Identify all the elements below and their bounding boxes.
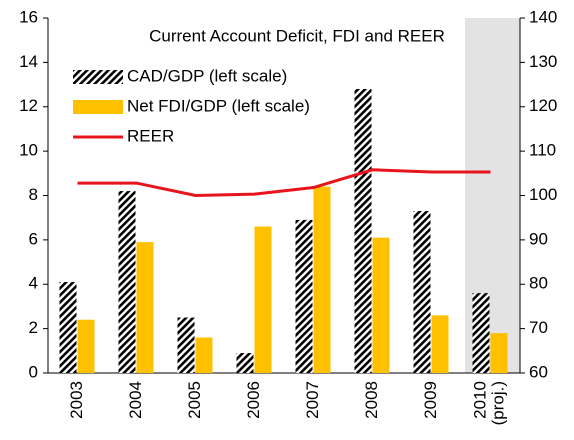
y2-tick-label: 70 <box>529 318 548 337</box>
chart-title: Current Account Deficit, FDI and REER <box>149 26 445 45</box>
bar <box>254 226 272 373</box>
bar <box>118 191 136 373</box>
y-tick-label: 0 <box>29 362 38 381</box>
x-tick-label: 2007 <box>303 381 322 419</box>
y-tick-label: 14 <box>19 52 38 71</box>
y-tick-label: 8 <box>29 185 38 204</box>
bar <box>195 337 213 373</box>
y-tick-label: 2 <box>29 318 38 337</box>
legend-label: Net FDI/GDP (left scale) <box>127 96 310 115</box>
y2-tick-label: 120 <box>529 96 557 115</box>
x-tick-label: 2009 <box>421 381 440 419</box>
x-tick-label: 2010(proj.) <box>471 381 508 425</box>
y2-tick-label: 80 <box>529 274 548 293</box>
legend-label: REER <box>127 126 174 145</box>
y2-tick-label: 60 <box>529 362 548 381</box>
x-tick-label: 2004 <box>126 381 145 419</box>
bar <box>59 282 77 373</box>
line-series <box>77 168 491 198</box>
bar <box>136 242 154 373</box>
bar <box>490 333 508 373</box>
y-tick-label: 16 <box>19 7 38 26</box>
x-tick-label: 2005 <box>185 381 204 419</box>
bar <box>236 353 254 373</box>
x-tick-label: 2008 <box>362 381 381 419</box>
bar <box>295 219 313 373</box>
bar <box>413 211 431 373</box>
x-tick-label: 2003 <box>67 381 86 419</box>
y-tick-label: 6 <box>29 229 38 248</box>
y2-tick-label: 90 <box>529 229 548 248</box>
legend-swatch <box>73 100 123 114</box>
y2-tick-label: 140 <box>529 7 557 26</box>
y2-tick-label: 100 <box>529 185 557 204</box>
bar <box>472 293 490 373</box>
x-tick-label: 2006 <box>244 381 263 419</box>
y-tick-label: 12 <box>19 96 38 115</box>
legend-swatch <box>73 70 123 84</box>
bar <box>372 237 390 373</box>
y-tick-label: 4 <box>29 274 38 293</box>
y2-tick-label: 130 <box>529 52 557 71</box>
bar <box>177 317 195 373</box>
y2-tick-label: 110 <box>529 141 556 160</box>
bar <box>77 319 95 373</box>
bar <box>431 315 449 373</box>
y-tick-label: 10 <box>19 141 38 160</box>
legend-label: CAD/GDP (left scale) <box>127 66 287 85</box>
bar <box>354 89 372 373</box>
bar <box>313 186 331 373</box>
